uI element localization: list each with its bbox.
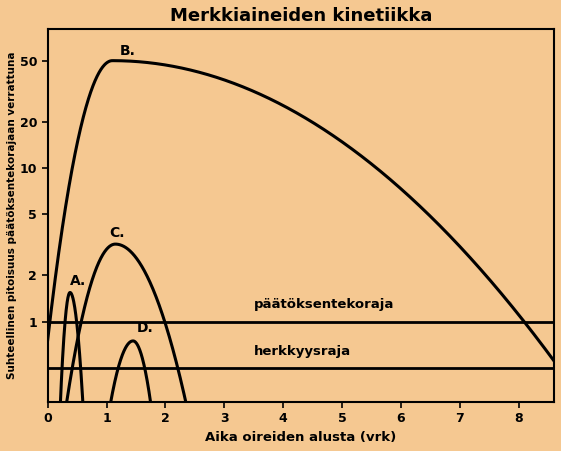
Y-axis label: Suhteellinen pitoisuus päätöksentekorajaan verrattuna: Suhteellinen pitoisuus päätöksentekoraja… (7, 52, 17, 379)
Text: päätöksentekoraja: päätöksentekoraja (254, 298, 394, 311)
Text: B.: B. (119, 44, 135, 58)
Text: D.: D. (137, 321, 154, 335)
Text: herkkyysraja: herkkyysraja (254, 345, 351, 358)
X-axis label: Aika oireiden alusta (vrk): Aika oireiden alusta (vrk) (205, 431, 397, 444)
Text: C.: C. (109, 226, 125, 240)
Text: A.: A. (70, 274, 86, 288)
Title: Merkkiaineiden kinetiikka: Merkkiaineiden kinetiikka (169, 7, 432, 25)
